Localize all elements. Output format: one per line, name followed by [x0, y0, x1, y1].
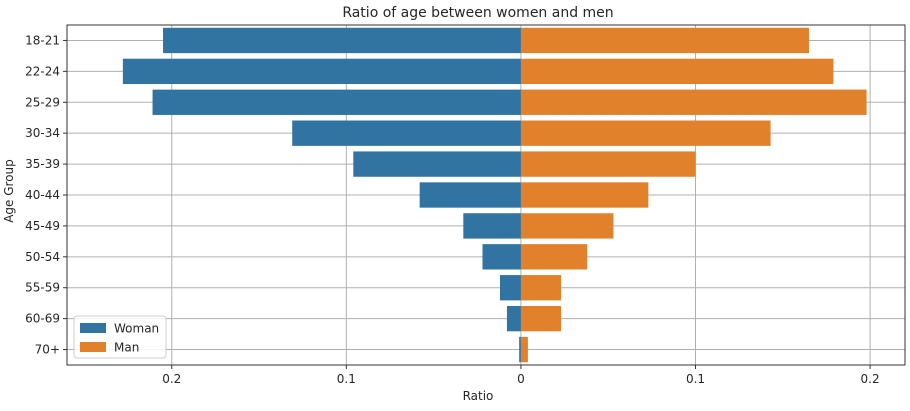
bar-man-35-39	[520, 151, 696, 177]
y-tick-label-4: 35-39	[25, 157, 60, 171]
bar-man-50-54	[520, 244, 588, 270]
bar-man-40-44	[520, 182, 649, 208]
legend-swatch-woman	[80, 323, 106, 333]
y-tick-label-5: 40-44	[25, 188, 60, 202]
bar-woman-35-39	[353, 151, 521, 177]
y-tick-label-3: 30-34	[25, 126, 60, 140]
y-tick-label-7: 50-54	[25, 250, 60, 264]
bar-man-45-49	[520, 213, 614, 239]
bar-man-70+	[520, 336, 528, 363]
bar-woman-40-44	[419, 182, 521, 208]
x-tick-label-1: 0.1	[337, 372, 356, 386]
bar-woman-50-54	[482, 244, 521, 270]
y-axis-title: Age Group	[2, 159, 16, 223]
bar-man-55-59	[520, 275, 562, 301]
y-tick-label-1: 22-24	[25, 64, 60, 78]
bar-man-60-69	[520, 305, 562, 332]
legend-swatch-man	[80, 342, 106, 352]
y-tick-label-2: 25-29	[25, 95, 60, 109]
bar-man-22-24	[520, 58, 834, 85]
bar-woman-30-34	[292, 120, 521, 146]
y-tick-label-8: 55-59	[25, 281, 60, 295]
legend-label-woman: Woman	[114, 322, 159, 336]
chart-title: Ratio of age between women and men	[342, 5, 613, 21]
bar-woman-25-29	[152, 89, 521, 115]
legend-label-man: Man	[114, 341, 139, 355]
x-tick-label-4: 0.2	[861, 372, 880, 386]
bar-woman-45-49	[463, 213, 521, 239]
y-tick-label-9: 60-69	[25, 312, 60, 326]
x-axis-title: Ratio	[463, 389, 494, 403]
bar-man-30-34	[520, 120, 771, 146]
bar-woman-22-24	[122, 58, 521, 85]
bar-man-25-29	[520, 89, 867, 115]
y-tick-label-10: 70+	[35, 343, 60, 357]
bar-woman-55-59	[499, 275, 521, 301]
bar-woman-70+	[519, 336, 521, 363]
bar-woman-60-69	[506, 305, 521, 332]
y-tick-label-0: 18-21	[25, 33, 60, 47]
x-tick-label-0: 0.2	[162, 372, 181, 386]
bar-man-18-21	[520, 27, 809, 54]
y-tick-label-6: 45-49	[25, 219, 60, 233]
x-tick-label-3: 0.1	[686, 372, 705, 386]
x-tick-label-2: 0	[517, 372, 525, 386]
bar-woman-18-21	[163, 27, 521, 54]
